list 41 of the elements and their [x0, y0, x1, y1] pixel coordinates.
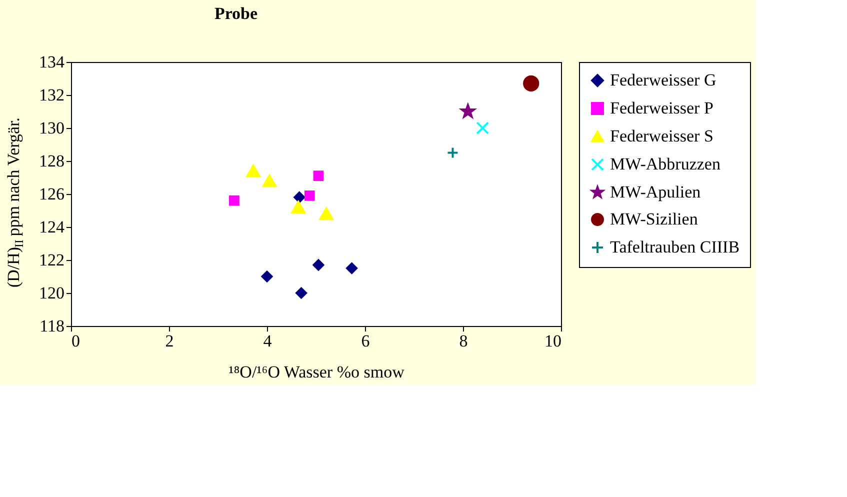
legend-label: Federweisser S	[610, 126, 714, 146]
point	[246, 164, 260, 178]
y-tick-label: 126	[39, 184, 64, 204]
y-tick-label: 122	[39, 250, 64, 270]
point	[313, 170, 324, 182]
x-tick-label: 4	[263, 332, 272, 350]
point	[460, 104, 476, 118]
point	[476, 122, 490, 134]
chart-title: Probe	[214, 4, 258, 23]
legend-label: Tafeltrauben CIIIB	[610, 238, 740, 256]
point	[304, 190, 315, 201]
y-tick-label: 124	[39, 218, 65, 236]
point	[261, 270, 273, 282]
point	[319, 207, 334, 220]
legend-label: MW-Abbruzzen	[610, 154, 721, 174]
point	[294, 192, 306, 204]
x-tick-label: 2	[165, 332, 174, 350]
x-tick-label: 0	[72, 332, 80, 350]
point	[291, 200, 306, 214]
point	[312, 259, 324, 271]
legend-label: Federweisser P	[610, 98, 714, 118]
point	[262, 174, 277, 188]
legend-label: MW-Sizilien	[610, 210, 698, 228]
y-tick-label: 134	[39, 52, 65, 72]
y-tick-label: 118	[40, 316, 64, 336]
x-tick-label: 10	[544, 332, 562, 350]
y-tick-label: 120	[39, 284, 64, 302]
y-tick-label: 130	[39, 118, 64, 138]
x-axis-title: ¹⁸O/¹⁶O Wasser %o smow	[228, 362, 406, 382]
x-tick-label: 8	[459, 332, 468, 350]
point	[446, 146, 459, 159]
point	[523, 75, 540, 92]
x-tick-label: 6	[361, 332, 370, 350]
y-axis-title: (D/H)II ppm nach Vergär.	[4, 117, 26, 288]
point	[296, 287, 308, 299]
y-tick-label: 132	[39, 86, 64, 104]
legend-label: MW-Apulien	[610, 182, 702, 202]
y-tick-label: 128	[39, 152, 64, 170]
point	[346, 262, 358, 274]
legend-label: Federweisser G	[610, 70, 716, 90]
point	[228, 195, 240, 206]
